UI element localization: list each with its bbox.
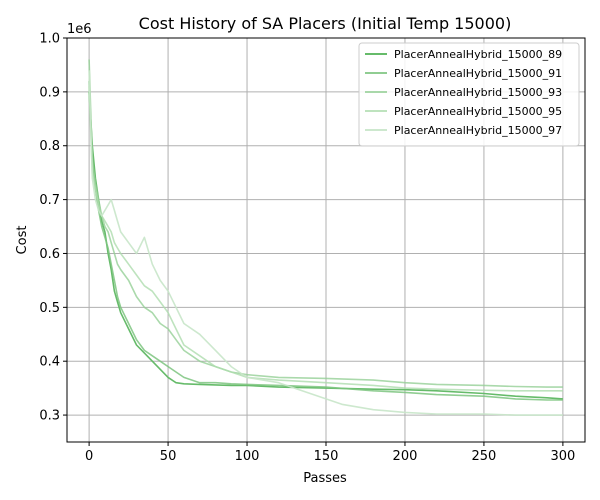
legend-label: PlacerAnnealHybrid_15000_89	[394, 48, 562, 61]
legend-box	[358, 42, 580, 147]
y-axis-ticks: 0.3 0.4 0.5 0.6 0.7 0.8 0.9 1.0	[39, 32, 67, 424]
y-tick-label: 0.3	[39, 409, 60, 424]
y-tick-label: 0.9	[39, 85, 60, 100]
y-axis-title: Cost	[15, 226, 30, 255]
y-tick-label: 0.4	[39, 355, 60, 370]
y-axis-offset-text: 1e6	[67, 22, 92, 37]
series-line-2	[88, 81, 563, 401]
legend-label: PlacerAnnealHybrid_15000_97	[394, 124, 562, 137]
series-line-4	[88, 86, 563, 392]
legend-label: PlacerAnnealHybrid_15000_93	[394, 86, 562, 99]
y-tick-label: 1.0	[39, 32, 60, 47]
y-tick-label: 0.6	[39, 247, 60, 262]
series-line-3	[88, 59, 563, 388]
x-tick-label: 100	[235, 449, 260, 464]
legend-label: PlacerAnnealHybrid_15000_91	[394, 67, 562, 80]
legend: PlacerAnnealHybrid_15000_89 PlacerAnnealH…	[358, 42, 580, 147]
x-tick-label: 0	[85, 449, 93, 464]
chart-title: Cost History of SA Placers (Initial Temp…	[139, 14, 512, 33]
legend-label: PlacerAnnealHybrid_15000_95	[394, 105, 562, 118]
x-tick-label: 300	[550, 449, 575, 464]
y-tick-label: 0.5	[39, 301, 60, 316]
x-tick-label: 200	[393, 449, 418, 464]
series-line-1	[88, 91, 563, 400]
x-axis-ticks: 0 50 100 150 200 250 300	[85, 442, 575, 464]
x-tick-label: 250	[472, 449, 497, 464]
y-tick-label: 0.7	[39, 193, 60, 208]
x-tick-label: 150	[314, 449, 339, 464]
x-tick-label: 50	[160, 449, 177, 464]
series-line-5	[88, 70, 563, 416]
series-group	[88, 59, 563, 416]
y-tick-label: 0.8	[39, 139, 60, 154]
x-axis-title: Passes	[303, 471, 347, 486]
